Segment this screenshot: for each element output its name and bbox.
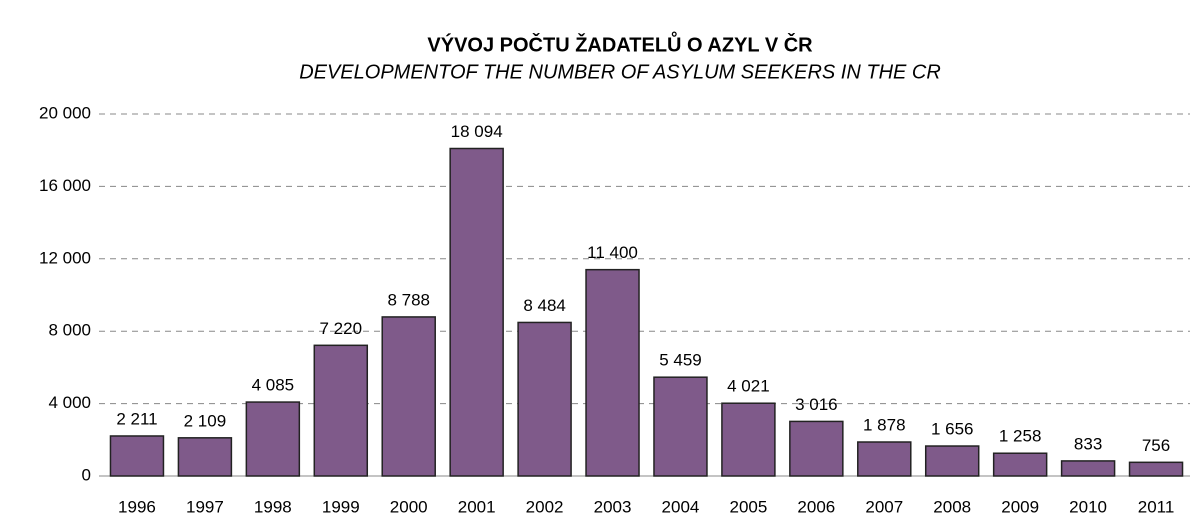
value-label: 2 109 bbox=[184, 411, 227, 430]
x-tick-label: 2010 bbox=[1069, 497, 1107, 516]
x-tick-label: 1999 bbox=[322, 497, 360, 516]
x-tick-label: 2000 bbox=[390, 497, 428, 516]
chart-title: VÝVOJ POČTU ŽADATELŮ O AZYL V ČR bbox=[427, 30, 813, 56]
bar bbox=[1128, 461, 1184, 477]
value-label: 5 459 bbox=[659, 351, 702, 370]
y-tick-label: 12 000 bbox=[39, 248, 91, 267]
x-tick-label: 2008 bbox=[933, 497, 971, 516]
bar bbox=[992, 452, 1048, 477]
bar bbox=[245, 401, 301, 477]
bar bbox=[177, 437, 233, 477]
bar bbox=[653, 376, 708, 477]
x-tick-label: 2006 bbox=[797, 497, 835, 516]
bar bbox=[789, 420, 844, 477]
bar bbox=[857, 441, 912, 477]
y-tick-label: 16 000 bbox=[39, 176, 91, 195]
bar bbox=[313, 344, 369, 477]
x-tick-label: 2003 bbox=[594, 497, 632, 516]
bar bbox=[109, 435, 165, 477]
x-tick-label: 2007 bbox=[865, 497, 903, 516]
value-label: 18 094 bbox=[451, 122, 503, 141]
value-label: 2 211 bbox=[116, 409, 157, 428]
value-label: 8 484 bbox=[523, 296, 566, 315]
x-tick-label: 2005 bbox=[729, 497, 767, 516]
y-tick-label: 4 000 bbox=[48, 393, 91, 412]
x-tick-label: 2009 bbox=[1001, 497, 1039, 516]
y-tick-label: 0 bbox=[82, 465, 91, 484]
value-label: 1 656 bbox=[931, 420, 974, 439]
value-label: 11 400 bbox=[587, 243, 638, 262]
x-tick-label: 1998 bbox=[254, 497, 292, 516]
y-tick-label: 8 000 bbox=[48, 321, 91, 340]
value-label: 833 bbox=[1074, 434, 1102, 453]
x-tick-label: 1997 bbox=[186, 497, 224, 516]
chart-subtitle: DEVELOPMENTOF THE NUMBER OF ASYLUM SEEKE… bbox=[299, 61, 941, 83]
value-label: 3 016 bbox=[795, 395, 838, 414]
x-tick-label: 1996 bbox=[118, 497, 156, 516]
bar bbox=[1060, 460, 1116, 477]
bar bbox=[585, 268, 640, 477]
value-label: 4 085 bbox=[252, 376, 295, 395]
x-tick-label: 2002 bbox=[526, 497, 564, 516]
bar bbox=[721, 402, 776, 477]
value-label: 1 258 bbox=[999, 427, 1042, 446]
value-label: 1 878 bbox=[863, 415, 906, 434]
bar bbox=[924, 445, 980, 477]
value-label: 7 220 bbox=[320, 319, 363, 338]
x-tick-label: 2004 bbox=[662, 497, 700, 516]
x-tick-label: 2001 bbox=[458, 497, 496, 516]
bar bbox=[517, 321, 572, 477]
value-label: 4 021 bbox=[727, 377, 770, 396]
y-tick-label: 20 000 bbox=[39, 103, 91, 122]
bar bbox=[449, 147, 504, 477]
value-label: 8 788 bbox=[387, 290, 430, 309]
x-tick-label: 2011 bbox=[1138, 497, 1175, 516]
value-label: 756 bbox=[1142, 436, 1170, 455]
bar bbox=[381, 316, 436, 477]
